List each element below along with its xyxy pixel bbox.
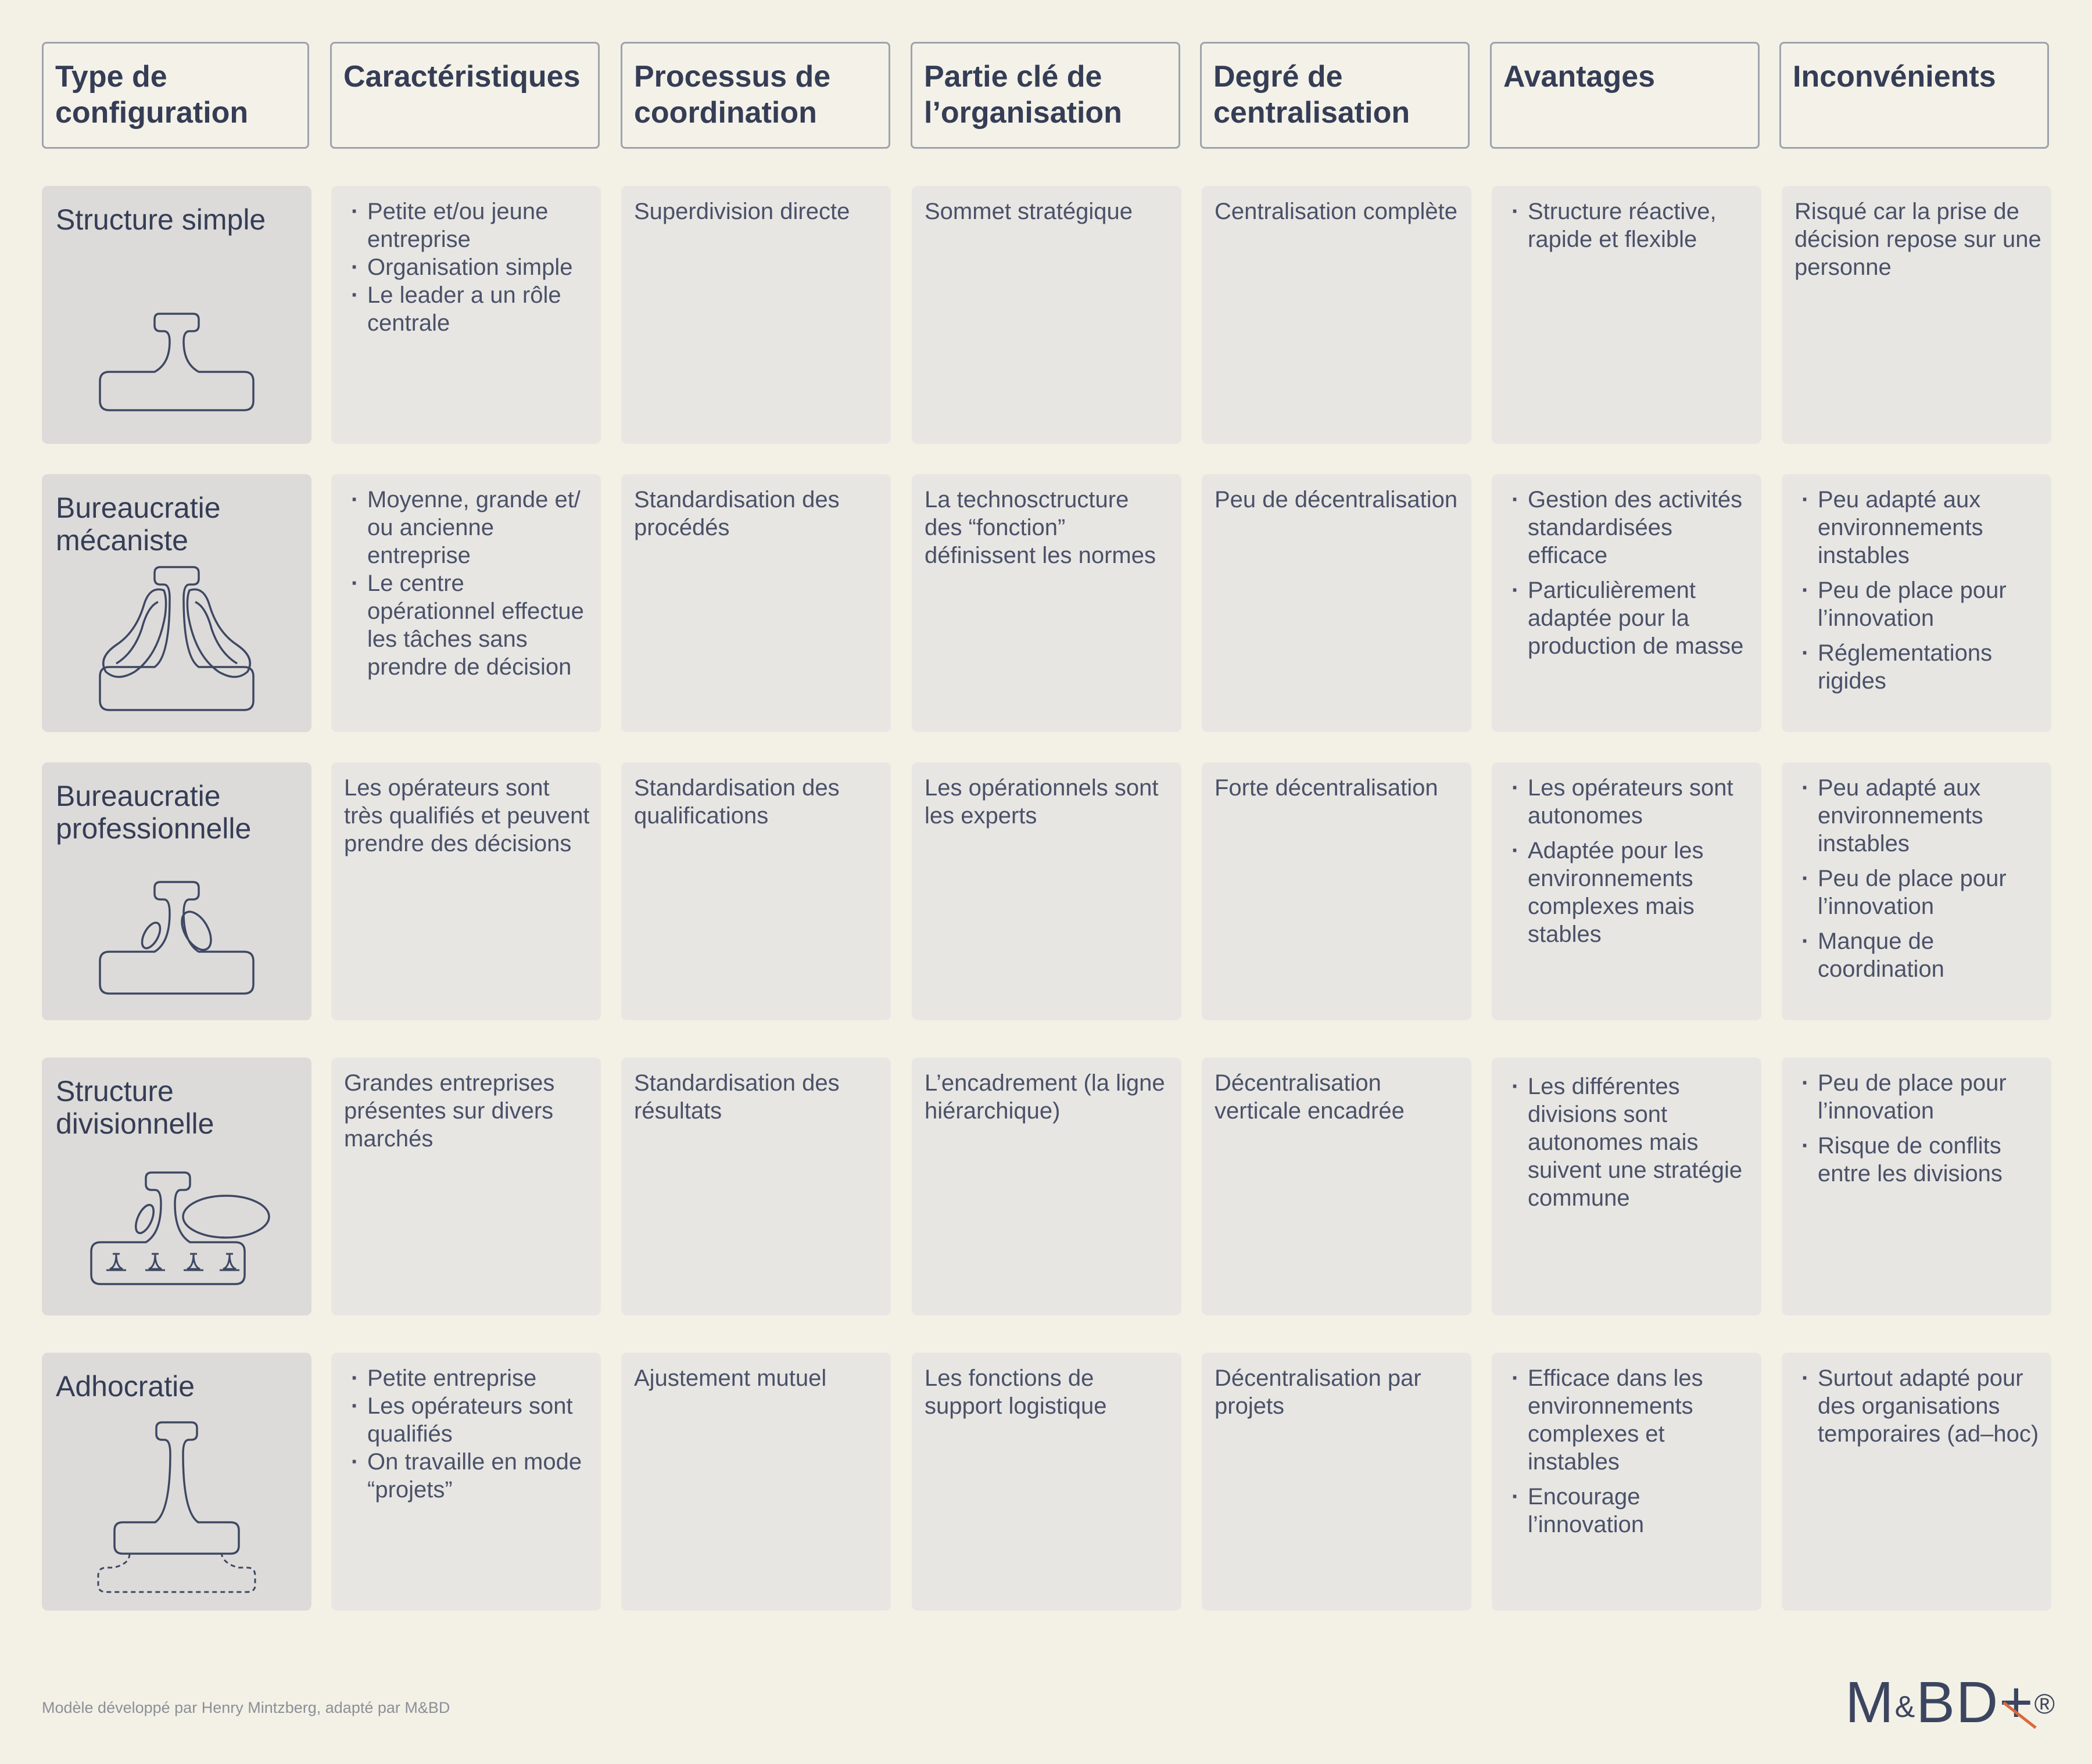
centralisation-cell: Centralisation complète: [1202, 186, 1471, 444]
avantages-cell: Gestion des activités standardisées effi…: [1492, 474, 1761, 732]
list-item: Surtout adapté pour des organisations te…: [1794, 1364, 2042, 1448]
avantages-list: Structure réactive, rapide et flexible: [1504, 198, 1752, 253]
list-item: Réglementations rigides: [1794, 639, 2042, 695]
centralisation-cell: Forte décentralisation: [1202, 762, 1471, 1020]
caracteristiques-cell: Grandes entreprises présentes sur divers…: [331, 1057, 601, 1315]
avantages-list: Efficace dans les environnements complex…: [1504, 1364, 1752, 1539]
header-inconvenients: Inconvénients: [1779, 42, 2049, 149]
footer-credit: Modèle développé par Henry Mintzberg, ad…: [42, 1699, 450, 1716]
centralisation-cell: Décentralisation par projets: [1202, 1353, 1471, 1611]
coordination-cell: Ajustement mutuel: [621, 1353, 891, 1611]
inconvenients-cell: Peu de place pour l’innovation Risque de…: [1782, 1057, 2051, 1315]
header-avantages: Avantages: [1490, 42, 1760, 149]
list-item: Le centre opérationnel effectue les tâch…: [344, 569, 592, 681]
header-type-de-configuration: Type de configuration: [42, 42, 309, 149]
centralisation-cell: Peu de décentralisation: [1202, 474, 1471, 732]
caracteristiques-cell: Moyenne, grande et/ ou ancienne entrepri…: [331, 474, 601, 732]
coordination-cell: Superdivision directe: [621, 186, 891, 444]
inconvenients-cell: Peu adapté aux environnements instables …: [1782, 762, 2051, 1020]
list-item: On travaille en mode “projets”: [344, 1448, 592, 1504]
list-item: Peu de place pour l’innovation: [1794, 865, 2042, 920]
caracteristiques-list: Petite et/ou jeune entreprise Organisati…: [344, 198, 592, 337]
row-type-cell: Bureaucratie professionnelle: [42, 762, 311, 1020]
list-item: Peu de place pour l’innovation: [1794, 1069, 2042, 1125]
inconvenients-cell: Surtout adapté pour des organisations te…: [1782, 1353, 2051, 1611]
list-item: Encourage l’innovation: [1504, 1483, 1752, 1539]
list-item: Peu adapté aux environnements instables: [1794, 774, 2042, 858]
logo-amp: &: [1894, 1690, 1917, 1724]
avantages-cell: Structure réactive, rapide et flexible: [1492, 186, 1761, 444]
caracteristiques-cell: Les opérateurs sont très qualifiés et pe…: [331, 762, 601, 1020]
row-type-cell: Structure divisionnelle: [42, 1057, 311, 1315]
avantages-list: Gestion des activités standardisées effi…: [1504, 486, 1752, 660]
logo-plus: +: [1999, 1673, 2037, 1731]
logo-m: M: [1845, 1670, 1895, 1735]
type-label: Bureaucratie mécaniste: [56, 492, 221, 557]
bureaucratie-professionnelle-icon: [42, 879, 311, 1001]
list-item: Risque de conflits entre les divisions: [1794, 1132, 2042, 1188]
type-label: Bureaucratie professionnelle: [56, 780, 252, 845]
partie-cle-cell: Sommet stratégique: [912, 186, 1181, 444]
caracteristiques-cell: Petite entreprise Les opérateurs sont qu…: [331, 1353, 601, 1611]
list-item: Petite et/ou jeune entreprise: [344, 198, 592, 253]
inconvenients-list: Surtout adapté pour des organisations te…: [1794, 1364, 2042, 1448]
type-label: Adhocratie: [56, 1370, 195, 1403]
logo-registered: ®: [2034, 1689, 2056, 1720]
inconvenients-list: Peu de place pour l’innovation Risque de…: [1794, 1069, 2042, 1188]
partie-cle-cell: La technosctructure des “fonction” défin…: [912, 474, 1181, 732]
list-item: Le leader a un rôle centrale: [344, 281, 592, 337]
type-label: Structure divisionnelle: [56, 1075, 214, 1140]
list-item: Manque de coordination: [1794, 927, 2042, 983]
row-type-cell: Bureaucratie mécaniste: [42, 474, 311, 732]
coordination-cell: Standardisation des procédés: [621, 474, 891, 732]
avantages-cell: Les différentes divisions sont autonomes…: [1492, 1057, 1761, 1315]
coordination-cell: Standardisation des résultats: [621, 1057, 891, 1315]
inconvenients-list: Peu adapté aux environnements instables …: [1794, 486, 2042, 695]
caracteristiques-cell: Petite et/ou jeune entreprise Organisati…: [331, 186, 601, 444]
header-processus-de-coordination: Processus de coordination: [621, 42, 890, 149]
logo-bd: BD: [1916, 1670, 2000, 1735]
row-type-cell: Adhocratie: [42, 1353, 311, 1611]
list-item: Les opérateurs sont qualifiés: [344, 1392, 592, 1448]
list-item: Peu adapté aux environnements instables: [1794, 486, 2042, 569]
inconvenients-list: Peu adapté aux environnements instables …: [1794, 774, 2042, 983]
bureaucratie-mecaniste-icon: [42, 564, 311, 720]
header-degre-de-centralisation: Degré de centralisation: [1200, 42, 1470, 149]
partie-cle-cell: Les fonctions de support logistique: [912, 1353, 1181, 1611]
inconvenients-cell: Peu adapté aux environnements instables …: [1782, 474, 2051, 732]
adhocratie-icon: [42, 1419, 311, 1599]
partie-cle-cell: Les opérationnels sont les experts: [912, 762, 1181, 1020]
list-item: Particulièrement adaptée pour la product…: [1504, 576, 1752, 660]
list-item: Les opérateurs sont autonomes: [1504, 774, 1752, 830]
list-item: Structure réactive, rapide et flexible: [1504, 198, 1752, 253]
avantages-cell: Efficace dans les environnements complex…: [1492, 1353, 1761, 1611]
avantages-cell: Les opérateurs sont autonomes Adaptée po…: [1492, 762, 1761, 1020]
header-caracteristiques: Caractéristiques: [330, 42, 600, 149]
avantages-list: Les opérateurs sont autonomes Adaptée po…: [1504, 774, 1752, 948]
list-item: Efficace dans les environnements complex…: [1504, 1364, 1752, 1476]
list-item: Peu de place pour l’innovation: [1794, 576, 2042, 632]
list-item: Les différentes divisions sont autonomes…: [1504, 1073, 1752, 1212]
structure-divisionnelle-icon: [42, 1169, 311, 1291]
header-partie-cle: Partie clé de l’organisation: [911, 42, 1180, 149]
avantages-list: Les différentes divisions sont autonomes…: [1504, 1073, 1752, 1212]
row-type-cell: Structure simple: [42, 186, 311, 444]
structure-simple-icon: [42, 308, 311, 424]
partie-cle-cell: L’encadrement (la ligne hiérarchique): [912, 1057, 1181, 1315]
list-item: Adaptée pour les environnements complexe…: [1504, 837, 1752, 948]
type-label: Structure simple: [56, 203, 266, 236]
caracteristiques-list: Petite entreprise Les opérateurs sont qu…: [344, 1364, 592, 1504]
coordination-cell: Standardisation des qualifications: [621, 762, 891, 1020]
centralisation-cell: Décentralisation verticale encadrée: [1202, 1057, 1471, 1315]
caracteristiques-list: Moyenne, grande et/ ou ancienne entrepri…: [344, 486, 592, 681]
list-item: Petite entreprise: [344, 1364, 592, 1392]
list-item: Moyenne, grande et/ ou ancienne entrepri…: [344, 486, 592, 569]
list-item: Organisation simple: [344, 253, 592, 281]
inconvenients-cell: Risqué car la prise de décision repose s…: [1782, 186, 2051, 444]
list-item: Gestion des activités standardisées effi…: [1504, 486, 1752, 569]
brand-logo: M&BD+ ®: [1845, 1673, 2056, 1731]
